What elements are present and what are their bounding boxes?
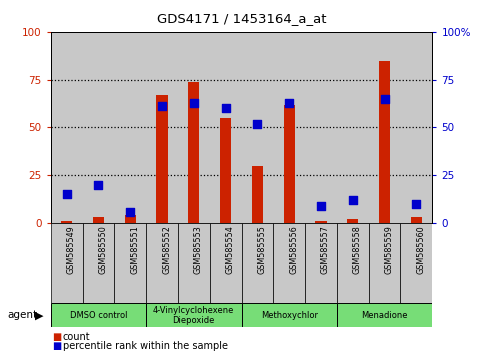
Text: 4-Vinylcyclohexene
Diepoxide: 4-Vinylcyclohexene Diepoxide	[153, 306, 234, 325]
Bar	[188, 81, 199, 223]
Point	[381, 96, 388, 102]
Bar	[305, 32, 337, 223]
Bar	[273, 32, 305, 223]
Bar	[156, 95, 168, 223]
Bar	[51, 303, 146, 327]
Bar	[242, 223, 273, 303]
Bar	[242, 303, 337, 327]
Bar	[337, 223, 369, 303]
Text: ▶: ▶	[35, 310, 43, 320]
Point	[95, 182, 102, 188]
Bar	[379, 61, 390, 223]
Bar	[114, 223, 146, 303]
Text: ■: ■	[52, 341, 61, 351]
Bar	[347, 219, 358, 223]
Bar	[146, 223, 178, 303]
Bar	[178, 32, 210, 223]
Point	[63, 192, 71, 197]
Text: GSM585557: GSM585557	[321, 225, 330, 274]
Text: GSM585550: GSM585550	[99, 225, 107, 274]
Text: GSM585558: GSM585558	[353, 225, 362, 274]
Text: DMSO control: DMSO control	[70, 311, 127, 320]
Bar	[400, 223, 432, 303]
Bar	[83, 32, 114, 223]
Bar	[125, 215, 136, 223]
Bar	[273, 223, 305, 303]
Text: GSM585552: GSM585552	[162, 225, 171, 274]
Text: GSM585555: GSM585555	[257, 225, 267, 274]
Point	[158, 104, 166, 109]
Text: count: count	[63, 332, 90, 342]
Bar	[61, 221, 72, 223]
Text: agent: agent	[7, 310, 37, 320]
Point	[349, 197, 356, 203]
Bar	[284, 104, 295, 223]
Bar	[146, 303, 242, 327]
Text: GSM585556: GSM585556	[289, 225, 298, 274]
Text: ■: ■	[52, 332, 61, 342]
Bar	[411, 217, 422, 223]
Point	[285, 100, 293, 105]
Text: GSM585559: GSM585559	[384, 225, 394, 274]
Bar	[210, 32, 242, 223]
Text: GDS4171 / 1453164_a_at: GDS4171 / 1453164_a_at	[157, 12, 326, 25]
Text: GSM585553: GSM585553	[194, 225, 203, 274]
Bar	[305, 223, 337, 303]
Bar	[83, 223, 114, 303]
Bar	[400, 32, 432, 223]
Point	[412, 201, 420, 207]
Text: GSM585549: GSM585549	[67, 225, 76, 274]
Text: GSM585554: GSM585554	[226, 225, 235, 274]
Text: GSM585551: GSM585551	[130, 225, 139, 274]
Bar	[220, 118, 231, 223]
Point	[254, 121, 261, 126]
Text: GSM585560: GSM585560	[416, 225, 426, 274]
Bar	[210, 223, 242, 303]
Text: percentile rank within the sample: percentile rank within the sample	[63, 341, 228, 351]
Point	[127, 209, 134, 215]
Text: Menadione: Menadione	[361, 311, 408, 320]
Bar	[114, 32, 146, 223]
Bar	[252, 166, 263, 223]
Bar	[146, 32, 178, 223]
Bar	[51, 223, 83, 303]
Bar	[315, 221, 327, 223]
Point	[317, 203, 325, 209]
Bar	[369, 223, 400, 303]
Point	[222, 105, 229, 111]
Bar	[337, 303, 432, 327]
Bar	[337, 32, 369, 223]
Text: Methoxychlor: Methoxychlor	[261, 311, 318, 320]
Bar	[93, 217, 104, 223]
Bar	[178, 223, 210, 303]
Bar	[51, 32, 83, 223]
Bar	[242, 32, 273, 223]
Point	[190, 100, 198, 105]
Bar	[369, 32, 400, 223]
